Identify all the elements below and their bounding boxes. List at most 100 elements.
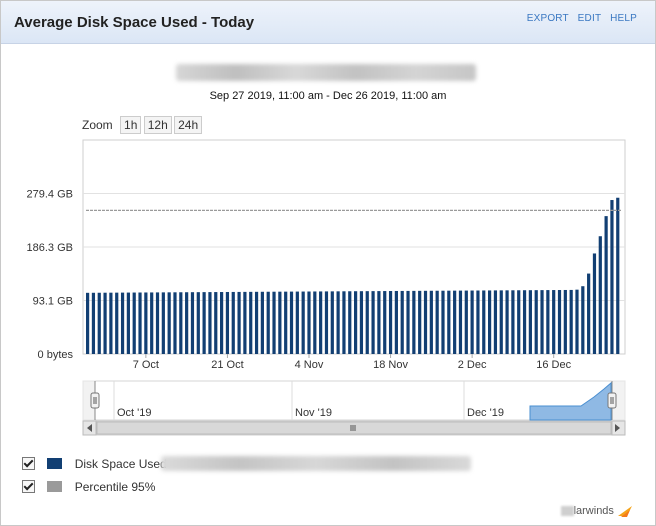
bar: [97, 292, 101, 354]
arrow-right-icon: [615, 424, 620, 432]
bar: [563, 289, 567, 354]
bar: [120, 292, 125, 354]
help-link[interactable]: HELP: [610, 13, 637, 24]
date-range: Sep 27 2019, 11:00 am - Dec 26 2019, 11:…: [209, 90, 447, 102]
y-tick-label: 186.3 GB: [27, 242, 73, 254]
bar: [324, 291, 329, 354]
bar: [266, 291, 270, 354]
bar: [534, 290, 538, 354]
bar: [447, 290, 451, 354]
y-tick-label: 93.1 GB: [33, 296, 73, 308]
bar: [354, 291, 358, 354]
bar: [185, 292, 189, 354]
bar: [418, 290, 422, 354]
bar: [260, 291, 264, 354]
bar: [342, 291, 346, 354]
legend-item-disk-space[interactable]: Disk Space Used: [22, 456, 167, 471]
bar: [313, 291, 317, 354]
bar: [604, 216, 608, 354]
bar: [202, 292, 206, 354]
navigator-series-area: [529, 381, 612, 421]
bar: [394, 290, 398, 354]
bar: [522, 290, 527, 354]
bar: [115, 292, 119, 354]
bar: [214, 292, 218, 354]
bar: [435, 290, 439, 354]
bar: [278, 291, 282, 354]
bar: [493, 290, 498, 354]
legend-label-disk-space: Disk Space Used: [74, 456, 167, 471]
bar: [511, 290, 515, 354]
bar: [243, 291, 247, 354]
bar: [126, 292, 130, 354]
x-tick-label: 2 Dec: [458, 359, 487, 371]
scrollbar-thumb[interactable]: [96, 421, 612, 435]
redacted-subtitle: [176, 64, 476, 81]
bar: [464, 290, 468, 354]
y-tick-label: 0 bytes: [38, 349, 74, 361]
navigator-handle-right[interactable]: [607, 392, 617, 409]
bar: [540, 290, 544, 354]
bar: [254, 291, 259, 354]
bar: [610, 200, 614, 354]
bar: [598, 236, 602, 354]
panel-header: Average Disk Space Used - Today EXPORT E…: [1, 1, 655, 44]
zoom-1h-button[interactable]: 1h: [120, 116, 142, 134]
bar: [616, 197, 620, 354]
bar: [307, 291, 311, 354]
bar: [359, 291, 364, 354]
zoom-12h-button[interactable]: 12h: [143, 116, 172, 134]
legend-checkbox-percentile[interactable]: [22, 480, 35, 494]
bar: [289, 291, 294, 354]
bar: [499, 290, 503, 354]
bar: [423, 290, 428, 354]
bar: [453, 290, 457, 354]
zoom-24h-button[interactable]: 24h: [174, 116, 203, 134]
bar: [371, 291, 375, 354]
bar: [295, 291, 299, 354]
bar: [458, 290, 463, 354]
bar: [196, 292, 200, 354]
navigator-handle-left[interactable]: [90, 392, 100, 409]
legend-swatch-percentile: [47, 481, 63, 493]
bar: [190, 292, 195, 354]
bar: [488, 290, 492, 354]
bar: [388, 291, 393, 354]
bar: [441, 290, 445, 354]
edit-link[interactable]: EDIT: [577, 13, 602, 24]
zoom-controls: Zoom 1h 12h 24h: [82, 116, 203, 134]
bar: [161, 292, 165, 354]
bar: [319, 291, 323, 354]
legend-label-percentile: Percentile 95%: [74, 479, 156, 494]
bar: [231, 291, 235, 354]
flame-icon: [618, 506, 632, 517]
bar: [377, 291, 381, 354]
bar: [575, 289, 579, 354]
legend-item-percentile[interactable]: Percentile 95%: [22, 479, 155, 494]
legend-swatch-disk-space: [47, 458, 63, 470]
bar: [272, 291, 276, 354]
bar: [383, 291, 387, 354]
export-link[interactable]: EXPORT: [526, 13, 569, 24]
legend-checkbox-disk-space[interactable]: [22, 457, 35, 471]
bar: [150, 292, 154, 354]
bar: [220, 292, 224, 354]
bar: [552, 290, 556, 354]
x-tick-label: 21 Oct: [211, 359, 243, 371]
bar: [470, 290, 474, 354]
bar: [348, 291, 352, 354]
bar: [103, 292, 107, 354]
arrow-left-icon: [87, 424, 92, 432]
navigator-tick-label: Nov '19: [295, 407, 332, 419]
bar: [569, 289, 573, 354]
bar: [91, 292, 96, 354]
bar: [179, 292, 183, 354]
bar: [592, 253, 597, 354]
bar: [173, 292, 177, 354]
bar: [208, 292, 212, 354]
bar: [528, 290, 532, 354]
bar: [138, 292, 142, 354]
bar: [237, 291, 241, 354]
zoom-label: Zoom: [82, 118, 113, 132]
